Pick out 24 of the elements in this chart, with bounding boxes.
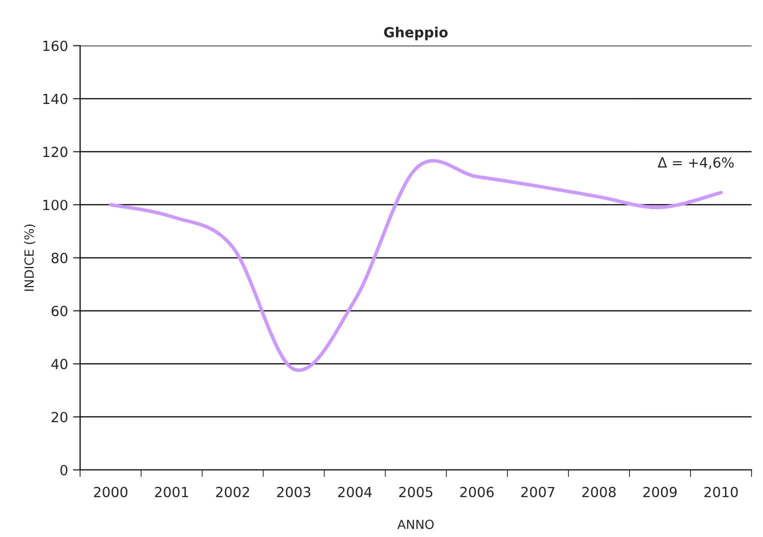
y-tick-label: 40: [51, 358, 68, 370]
x-tick-label: 2002: [216, 486, 249, 498]
x-tick-label: 2008: [582, 486, 616, 498]
x-tick-label: 2001: [155, 486, 188, 498]
y-tick-label: 120: [43, 146, 68, 158]
x-tick-label: 2010: [704, 486, 738, 498]
annotation: Δ = +4,6%: [658, 157, 734, 170]
y-tick-label: 20: [52, 412, 68, 422]
x-axis-title: ANNO: [397, 520, 434, 530]
y-tick-label: 60: [52, 306, 68, 316]
y-axis-title: INDICE (%): [24, 224, 36, 291]
x-tick-label: 2007: [521, 486, 554, 498]
x-tick-label: 2000: [94, 486, 128, 498]
x-tick-label: 2009: [643, 486, 677, 498]
y-tick-label: 160: [43, 40, 68, 52]
x-tick-label: 2004: [338, 486, 372, 498]
x-tick-label: 2003: [277, 486, 310, 498]
chart-title: Gheppio: [384, 26, 448, 40]
x-tick-label: 2005: [399, 486, 432, 498]
y-tick-label: 140: [43, 94, 68, 104]
x-tick-label: 2006: [460, 486, 494, 498]
y-tick-label: 100: [43, 200, 68, 210]
y-tick-label: 80: [52, 252, 68, 264]
y-tick-label: 0: [60, 464, 68, 476]
